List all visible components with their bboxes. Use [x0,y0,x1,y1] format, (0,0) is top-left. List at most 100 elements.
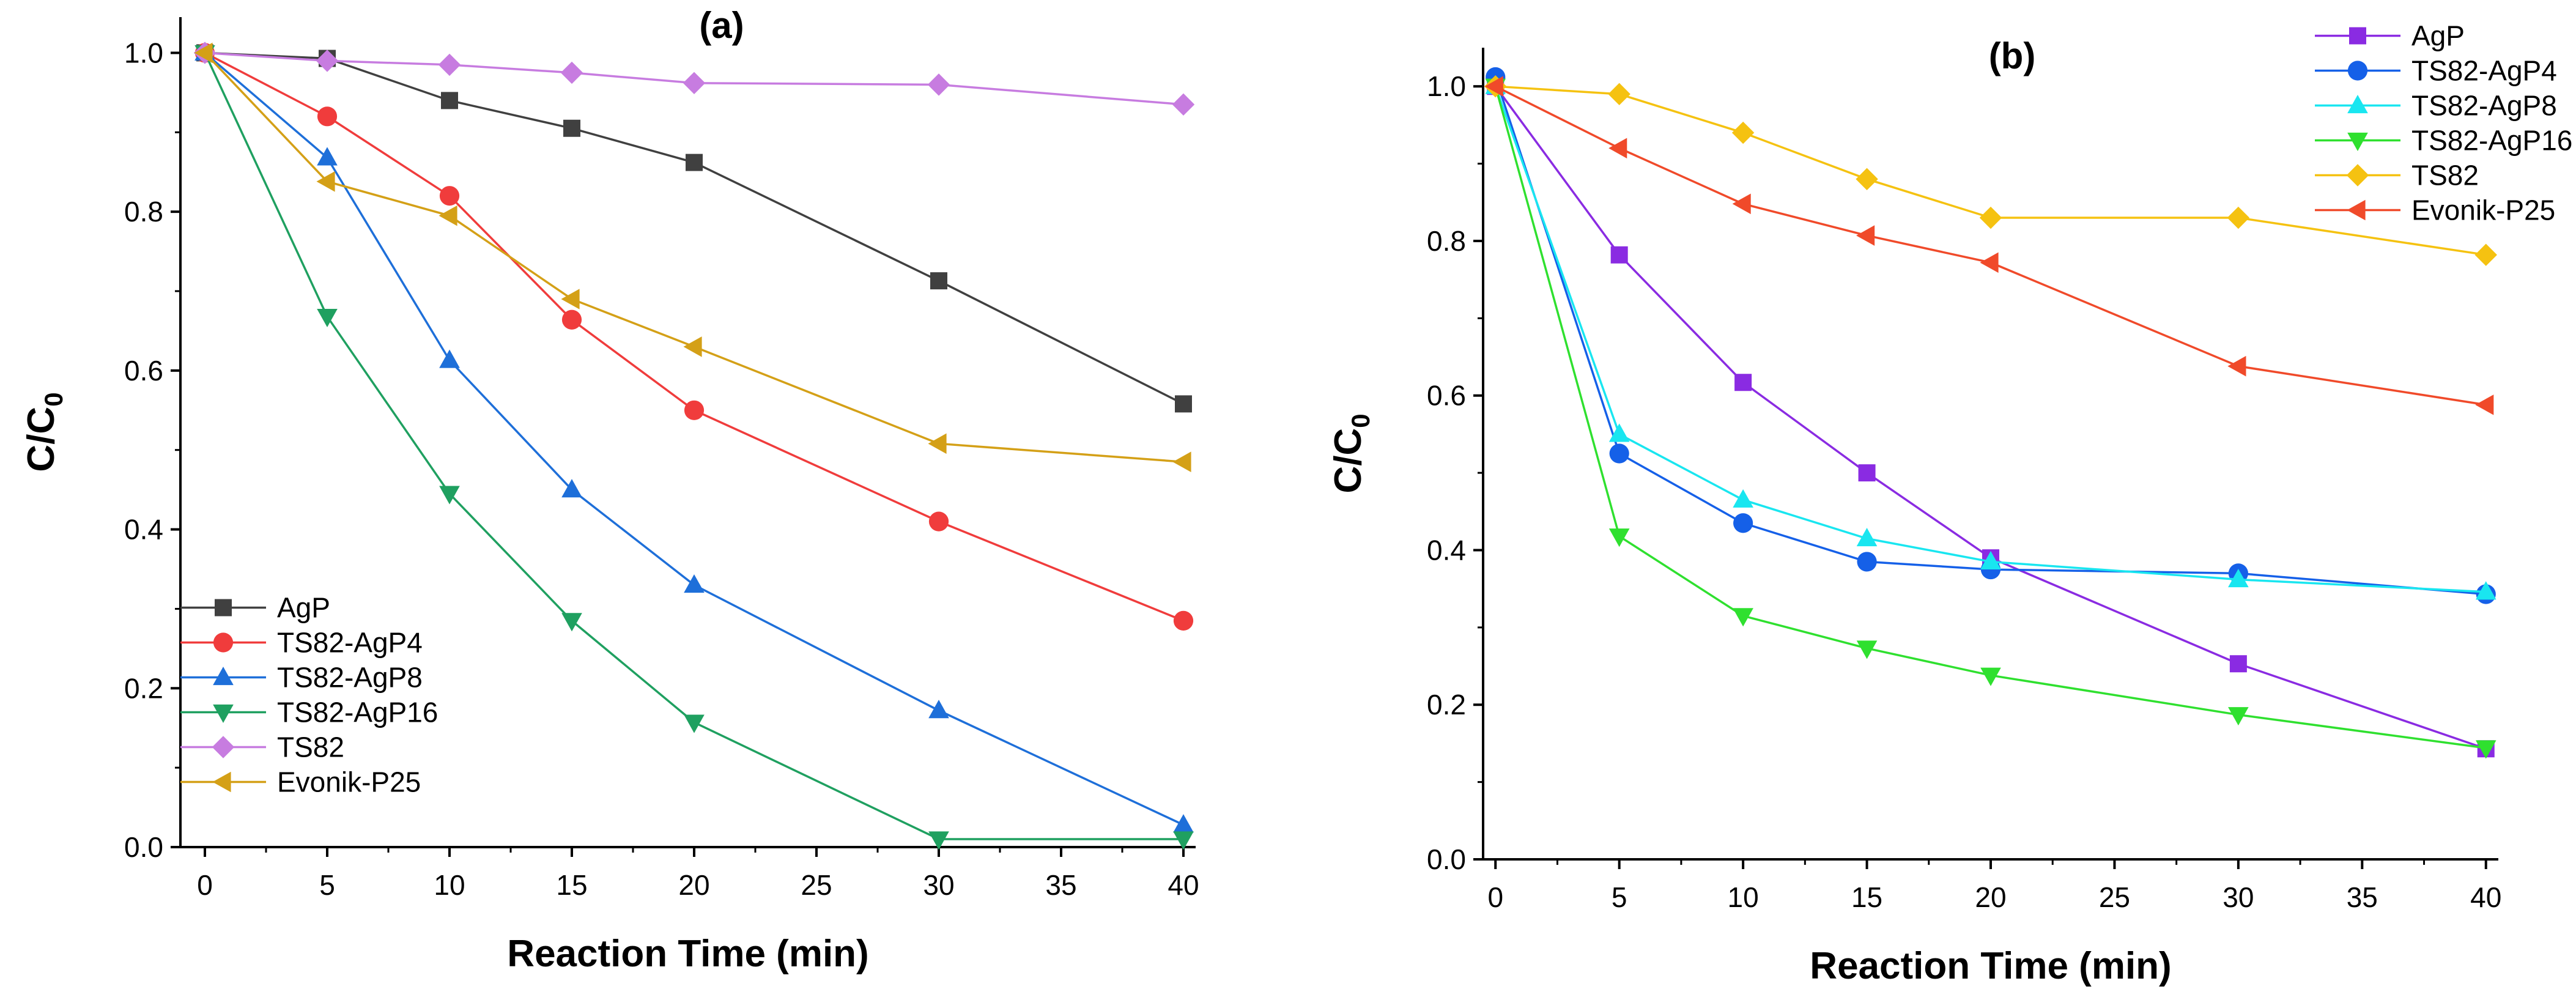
series-line [1494,76,2486,596]
legend-label: TS82-AgP4 [2411,55,2557,87]
legend-label: TS82-AgP16 [277,697,438,728]
data-point [1733,513,1753,533]
y-axis-title-subscript: 0 [39,392,68,406]
x-tick-label: 0 [1487,881,1503,913]
data-point [2227,355,2246,377]
data-point [2475,740,2496,759]
data-point [2227,206,2250,229]
data-point [928,700,949,719]
data-point [1857,552,1877,572]
data-point [2475,581,2496,600]
series-b-2 [1485,75,2496,600]
legend-marker [2346,164,2369,187]
y-tick-label: 0.8 [124,196,163,228]
x-tick-label: 40 [2470,881,2501,913]
legend-label: AgP [2411,20,2465,52]
x-tick-label: 30 [923,869,954,901]
x-tick-label: 10 [434,869,465,901]
legend-marker [213,704,234,723]
legend-marker [2347,95,2368,114]
x-tick-label: 5 [319,869,335,901]
x-tick-label: 20 [678,869,709,901]
data-point [683,72,706,94]
legend-label: TS82-AgP8 [277,662,423,694]
y-tick-label: 1.0 [1427,70,1466,102]
y-tick-label: 0.4 [124,514,163,546]
legend-b: AgPTS82-AgP4TS82-AgP8TS82-AgP16TS82Evoni… [2315,20,2572,226]
x-tick-label: 25 [2099,881,2130,913]
series-b-5 [1484,76,2494,415]
data-point [439,349,460,368]
legend-marker [2347,132,2368,151]
x-tick-label: 35 [2347,881,2378,913]
legend-label: Evonik-P25 [2411,194,2555,226]
y-axis-title-b: C/C0 [1327,413,1375,493]
data-point [561,613,582,632]
data-point [316,171,335,192]
series-line [1495,85,2487,256]
x-tick-label: 5 [1612,881,1627,913]
data-point [439,486,460,505]
data-point [1609,443,1629,464]
series-a-1 [194,43,1194,631]
series-b-0 [1487,78,2495,758]
data-point [317,147,338,166]
x-tick-label: 25 [801,869,832,901]
legend-marker [212,771,231,793]
panel-title-b: (b) [1989,35,2036,76]
series-line [1494,86,2487,750]
data-point [1173,831,1194,850]
legend-marker [2347,199,2366,221]
data-point [928,511,949,531]
data-point [1484,76,1503,97]
data-point [1173,610,1194,631]
legend-label: TS82 [277,731,344,763]
legend-label: TS82-AgP8 [2411,90,2557,122]
x-tick-label: 35 [1045,869,1076,901]
legend-label: Evonik-P25 [277,766,421,798]
data-point [927,73,950,96]
data-point [1608,423,1630,442]
series-line [1495,85,2487,406]
x-tick-label: 30 [2223,881,2254,913]
legend-marker [2347,61,2368,81]
legend-label: TS82-AgP4 [277,627,423,659]
x-axis-title-b: Reaction Time (min) [1810,945,2171,987]
data-point [1856,640,1878,659]
data-point [316,50,339,72]
data-point [2475,394,2494,415]
data-point [1979,206,2002,229]
data-point [560,61,583,84]
data-point [1733,608,1753,627]
data-point [928,433,947,454]
series-line [1494,86,2486,593]
series-a-4 [193,42,1195,116]
legend-a: AgPTS82-AgP4TS82-AgP8TS82-AgP16TS82Evoni… [180,592,438,798]
series-b-4 [1484,75,2497,266]
data-point [1172,451,1191,472]
data-point [317,308,338,328]
data-point [1172,93,1195,116]
data-point [1608,83,1630,106]
data-point [561,479,582,498]
data-point [1980,550,2001,570]
data-point [2228,707,2249,726]
data-point [1733,489,1753,508]
y-tick-label: 0.8 [1427,225,1466,257]
data-point [1731,121,1755,144]
legend-label: TS82-AgP16 [2411,125,2572,157]
y-axis-title-a: C/C0 [20,392,68,472]
series-b-1 [1486,67,2496,604]
legend-marker [213,632,234,653]
data-point [439,186,460,206]
data-point [1856,168,1878,191]
data-point [1175,395,1192,413]
data-point [1856,225,1875,246]
series-b-3 [1485,78,2496,759]
data-point [1608,528,1630,547]
data-point [684,400,705,420]
data-point [1856,528,1878,547]
x-tick-label: 15 [1851,881,1882,913]
y-tick-label: 0.0 [1427,843,1466,875]
